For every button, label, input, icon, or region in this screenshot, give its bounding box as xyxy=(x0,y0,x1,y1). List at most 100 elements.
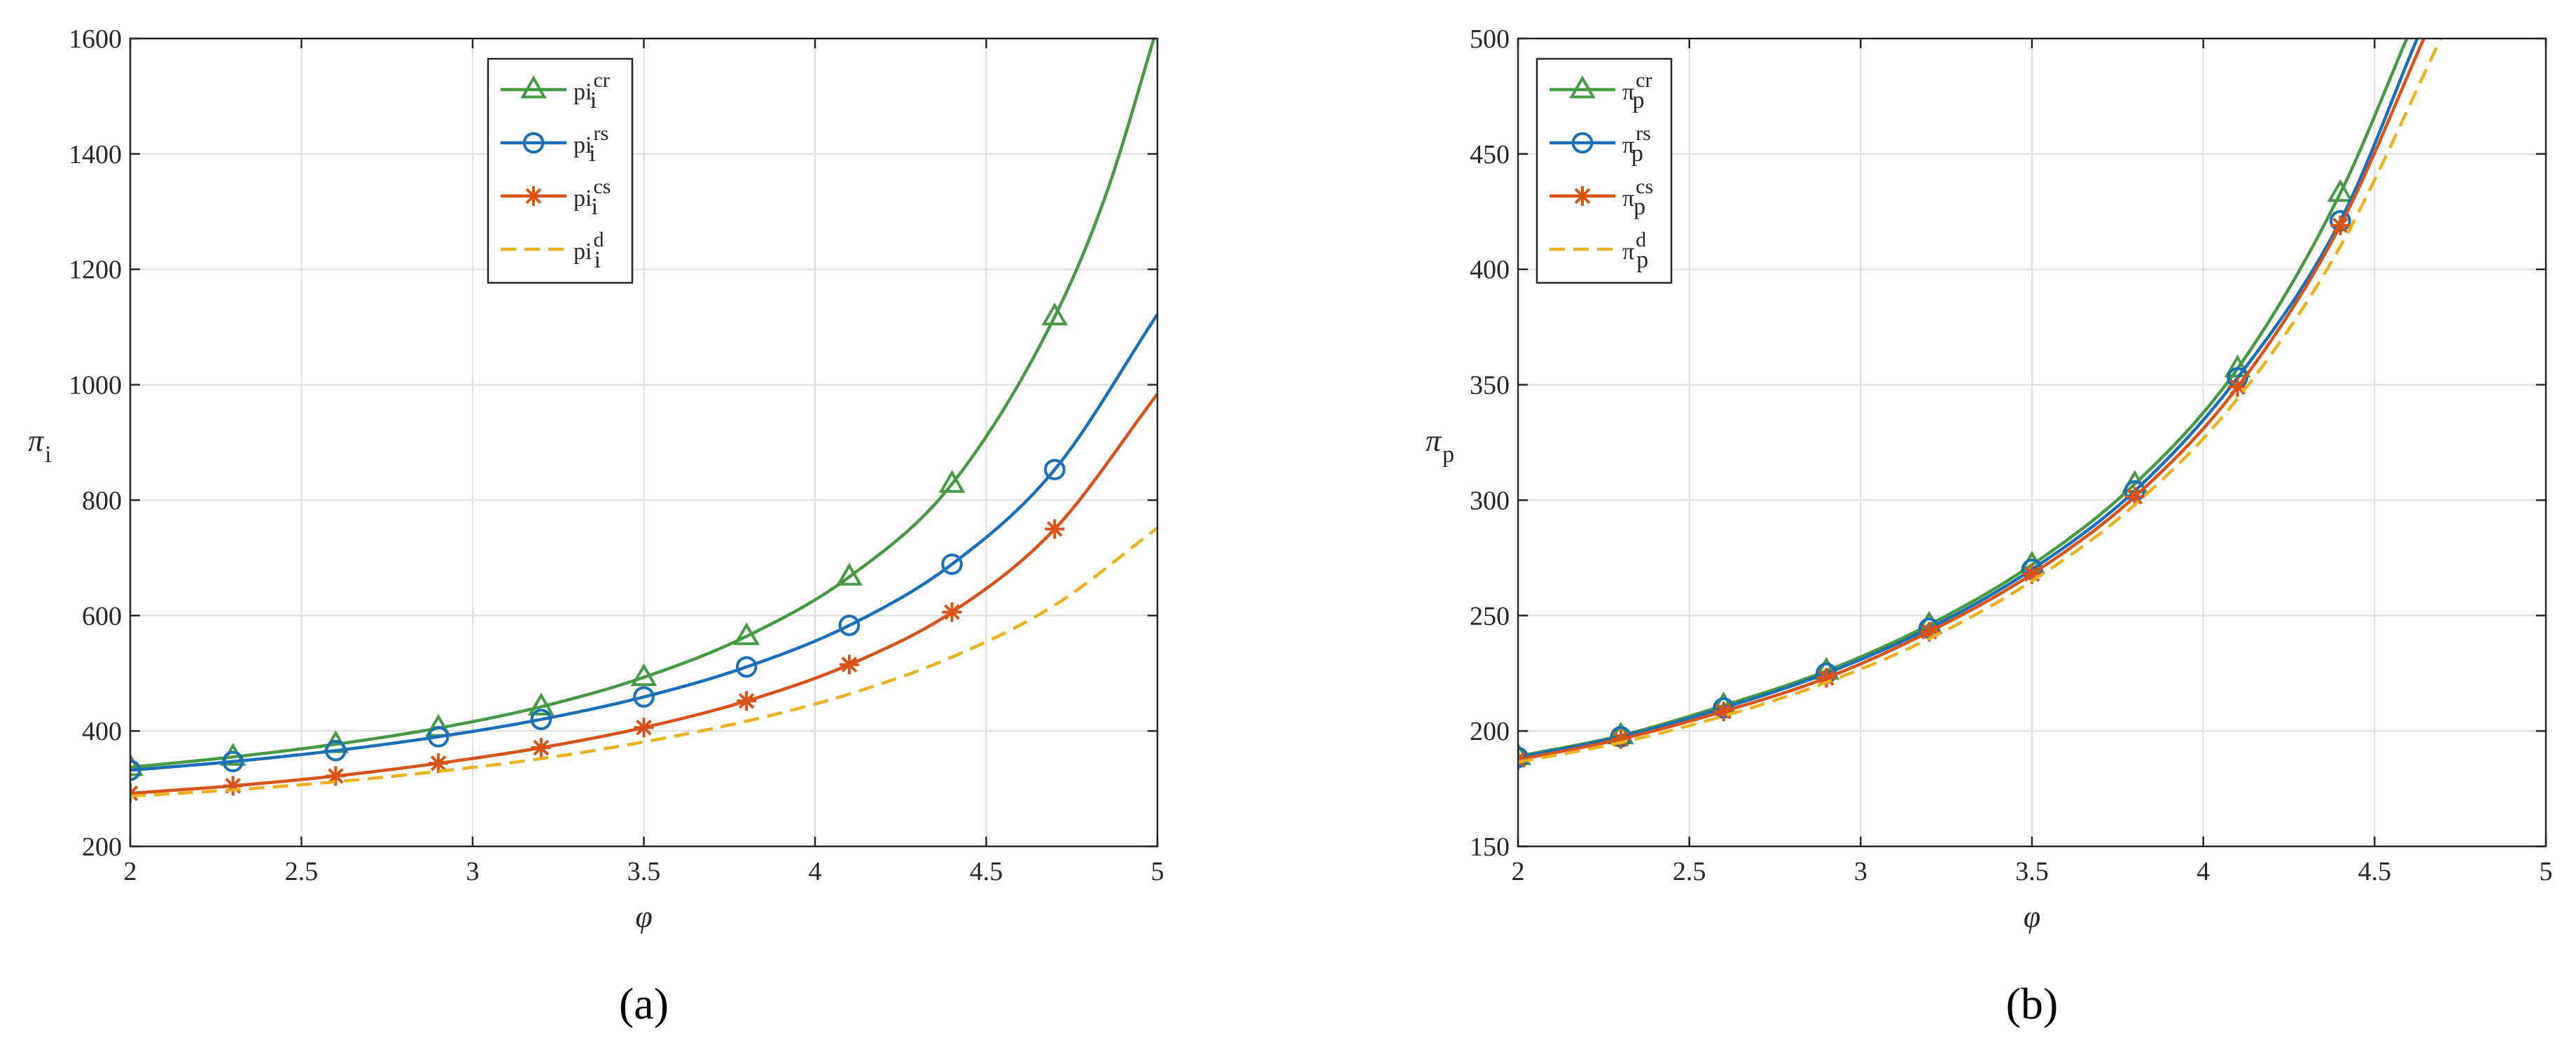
chart-panel-b: 2 2.5 3 3.5 4 4.5 5 150 200 250 300 350 400 450 500 φ πp… xyxy=(1426,25,2553,1028)
data-point-cs xyxy=(942,602,962,622)
y-tick-label: 1600 xyxy=(69,25,122,54)
y-tick-label: 600 xyxy=(82,601,122,631)
data-point-cs xyxy=(1045,519,1065,539)
x-tick-label: 3.5 xyxy=(2015,857,2049,886)
y-tick-label: 200 xyxy=(82,832,122,862)
data-point-cr xyxy=(527,692,555,716)
panel-label: (a) xyxy=(619,979,669,1028)
x-tick-label: 2.5 xyxy=(285,857,319,886)
legend-marker-rs xyxy=(522,132,545,154)
y-tick-label: 350 xyxy=(1470,371,1510,400)
y-axis-label: πp xyxy=(1426,424,1454,468)
data-point-cs xyxy=(531,738,551,758)
x-tick-label: 3 xyxy=(1854,857,1867,886)
x-tick-label: 2 xyxy=(1512,857,1525,886)
data-point-cs xyxy=(2227,377,2248,397)
x-tick-label: 4.5 xyxy=(2358,857,2392,886)
data-point-rs xyxy=(427,726,450,748)
series-group xyxy=(130,39,1157,804)
x-tick-label: 5 xyxy=(2540,857,2553,886)
y-tick-label: 500 xyxy=(1470,25,1510,54)
legend-marker-cr xyxy=(1569,75,1596,99)
legend-label-cs: pics i xyxy=(573,175,611,220)
data-point-cr xyxy=(630,663,657,686)
legend-label-cr: πcr p xyxy=(1622,69,1652,113)
series-line-rs xyxy=(1518,39,2419,760)
series-line-d xyxy=(130,526,1157,798)
data-point-rs xyxy=(1044,459,1066,481)
data-point-cr xyxy=(2327,179,2354,202)
x-tick-label: 3 xyxy=(466,857,480,886)
data-point-rs xyxy=(325,739,347,762)
data-point-cr xyxy=(938,470,966,493)
data-point-rs xyxy=(530,708,552,730)
data-point-rs xyxy=(633,686,655,708)
data-point-cs xyxy=(2022,564,2042,584)
series-line-cs xyxy=(1518,39,2426,762)
legend-label-rs: pirs i xyxy=(573,122,608,167)
x-tick-label: 4 xyxy=(2196,857,2210,886)
legend: πcr p πrs p πcs p πd p xyxy=(1536,57,1673,284)
legend: picr i pirs i pics i pid i xyxy=(487,57,634,284)
legend-label-rs: πrs p xyxy=(1622,122,1651,167)
data-point-cs xyxy=(2124,487,2145,507)
legend-box xyxy=(487,57,634,284)
data-point-cs xyxy=(429,753,449,774)
y-tick-label: 200 xyxy=(1470,717,1510,746)
x-axis-label: φ xyxy=(635,900,652,934)
data-point-cr xyxy=(733,622,760,645)
x-axis-label: φ xyxy=(2024,900,2040,934)
series-line-cr xyxy=(130,39,1156,769)
legend-label-d: pid i xyxy=(573,228,604,273)
legend-label-cr: picr i xyxy=(573,69,610,113)
y-tick-label: 1200 xyxy=(69,256,122,285)
y-axis-label: πi xyxy=(28,424,52,468)
x-tick-label: 4.5 xyxy=(970,857,1003,886)
data-point-cs xyxy=(1713,701,1734,722)
data-point-cr xyxy=(836,562,863,586)
x-tick-label: 2 xyxy=(124,857,137,886)
data-point-cr xyxy=(1041,302,1068,326)
data-point-cs xyxy=(2330,216,2351,236)
y-tick-label: 400 xyxy=(82,717,122,746)
series-line-d xyxy=(1518,39,2443,764)
x-tick-label: 2.5 xyxy=(1673,857,1706,886)
data-point-rs xyxy=(222,750,244,773)
y-tick-label: 300 xyxy=(1470,486,1510,515)
data-point-rs xyxy=(735,656,758,678)
series-group xyxy=(1518,39,2443,770)
y-tick-label: 800 xyxy=(82,486,122,515)
data-point-cs xyxy=(1919,622,1940,642)
series-line-rs xyxy=(130,313,1157,772)
x-tick-label: 5 xyxy=(1151,857,1164,886)
data-point-cs xyxy=(839,655,859,675)
data-point-rs xyxy=(941,553,963,575)
y-tick-label: 1000 xyxy=(69,371,122,400)
data-point-cr xyxy=(130,753,144,776)
data-point-cs xyxy=(223,776,243,796)
legend-marker-rs xyxy=(1571,132,1594,154)
data-point-rs xyxy=(838,614,861,636)
y-tick-label: 1400 xyxy=(69,140,122,169)
data-point-cs xyxy=(326,766,346,786)
data-point-cs xyxy=(1816,668,1837,688)
legend-marker-cs xyxy=(524,186,543,206)
chart-panel-a: 2 2.5 3 3.5 4 4.5 5 200 400 600 800 1000 1200 1400 160… xyxy=(28,25,1164,1028)
legend-label-cs: πcs p xyxy=(1622,175,1653,220)
legend-box xyxy=(1536,57,1673,284)
legend-marker-cs xyxy=(1573,186,1592,206)
legend-label-d: πd p xyxy=(1622,228,1648,273)
legend-marker-cr xyxy=(520,75,547,99)
panel-label: (b) xyxy=(2006,979,2059,1028)
data-point-cs xyxy=(1610,729,1631,749)
data-point-cs xyxy=(634,718,654,738)
data-point-rs xyxy=(130,759,141,781)
y-tick-label: 400 xyxy=(1470,256,1510,285)
series-line-cr xyxy=(1518,39,2409,758)
x-tick-label: 4 xyxy=(809,857,822,886)
y-tick-label: 450 xyxy=(1470,140,1510,169)
data-point-cs xyxy=(737,691,757,711)
y-tick-label: 250 xyxy=(1470,601,1510,631)
y-tick-label: 150 xyxy=(1470,832,1510,862)
x-tick-label: 3.5 xyxy=(627,857,661,886)
